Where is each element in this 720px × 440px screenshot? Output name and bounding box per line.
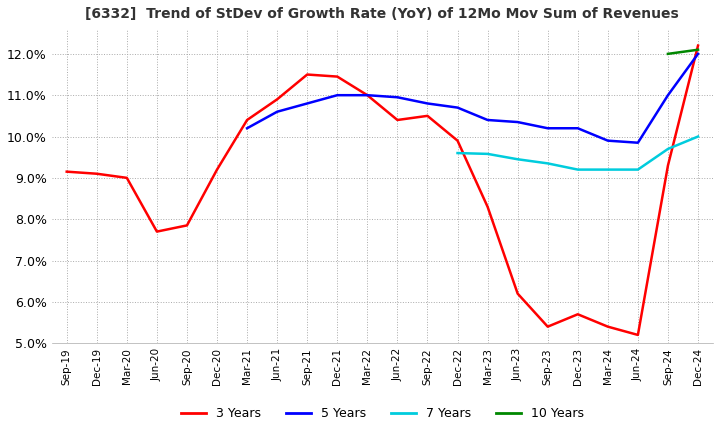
Legend: 3 Years, 5 Years, 7 Years, 10 Years: 3 Years, 5 Years, 7 Years, 10 Years bbox=[176, 402, 589, 425]
Title: [6332]  Trend of StDev of Growth Rate (YoY) of 12Mo Mov Sum of Revenues: [6332] Trend of StDev of Growth Rate (Yo… bbox=[86, 7, 679, 21]
